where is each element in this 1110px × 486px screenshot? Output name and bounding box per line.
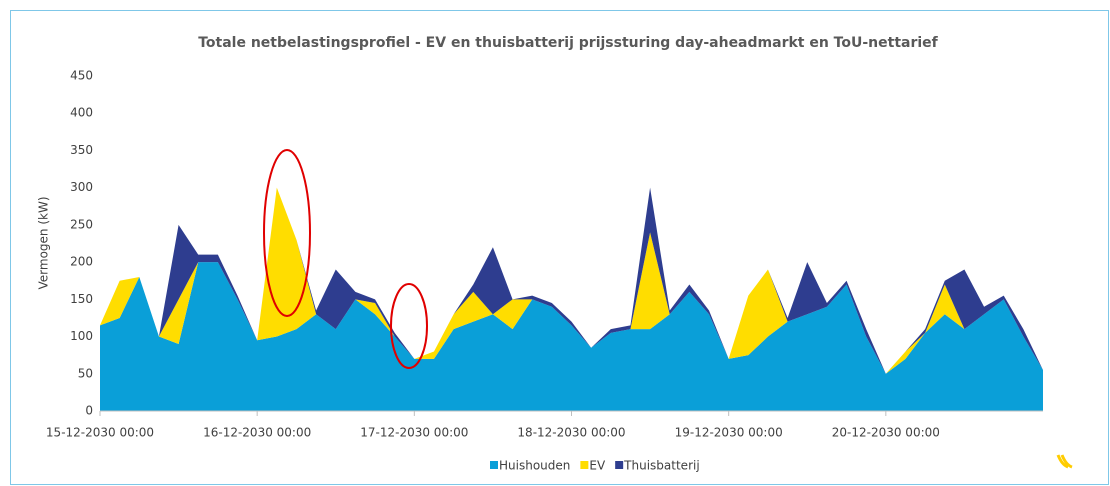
x-tick-label: 15-12-2030 00:00: [46, 426, 154, 440]
highlight-ellipse: [263, 149, 311, 317]
y-tick-label: 150: [70, 292, 93, 306]
highlight-ellipse: [390, 283, 428, 369]
legend-swatch: [615, 461, 624, 469]
x-tick-label: 20-12-2030 00:00: [832, 426, 940, 440]
x-tick-label: 19-12-2030 00:00: [675, 426, 783, 440]
legend-swatch: [580, 461, 589, 469]
area: [100, 187, 1043, 374]
legend-label: EV: [589, 459, 606, 473]
y-tick-label: 100: [70, 329, 93, 343]
frame: [10, 10, 1109, 485]
x-tick-label: 17-12-2030 00:00: [360, 426, 468, 440]
y-tick-label: 450: [70, 69, 93, 83]
area: [100, 187, 1043, 374]
y-tick-label: 50: [78, 366, 93, 380]
legend: Huishouden EV Thuisbatterij: [490, 459, 700, 473]
y-tick-label: 250: [70, 217, 93, 231]
plot-area: [100, 187, 1043, 411]
x-tick-label: 18-12-2030 00:00: [517, 426, 625, 440]
legend-label: Thuisbatterij: [623, 459, 700, 473]
y-tick-label: 400: [70, 106, 93, 120]
y-axis-label: Vermogen (kW): [37, 196, 51, 289]
chart-title: Totale netbelastingsprofiel - EV en thui…: [198, 35, 938, 51]
y-tick-label: 200: [70, 255, 93, 269]
y-tick-label: 300: [70, 180, 93, 194]
area: [100, 262, 1043, 411]
legend-label: Huishouden: [499, 459, 570, 473]
y-tick-label: 0: [85, 404, 93, 418]
legend-swatch: [490, 461, 498, 469]
x-tick-label: 16-12-2030 00:00: [203, 426, 311, 440]
logo: [1056, 454, 1073, 469]
y-tick-label: 350: [70, 143, 93, 157]
